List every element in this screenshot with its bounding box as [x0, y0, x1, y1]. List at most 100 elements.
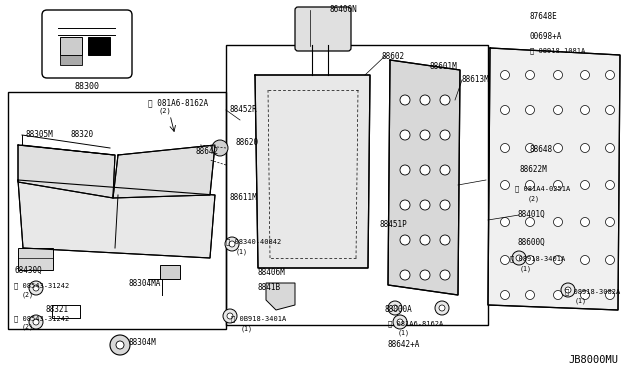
Bar	[60, 55, 82, 65]
Text: 88613M: 88613M	[462, 75, 490, 84]
Bar	[8, 92, 226, 329]
Bar	[18, 248, 53, 270]
Circle shape	[554, 106, 563, 115]
Circle shape	[500, 256, 509, 264]
Text: 68430Q: 68430Q	[14, 266, 42, 275]
Text: Ⓑ 081A4-0251A: Ⓑ 081A4-0251A	[515, 185, 570, 192]
Text: 88648: 88648	[530, 145, 553, 154]
Text: (2): (2)	[22, 324, 34, 330]
Circle shape	[420, 270, 430, 280]
Circle shape	[500, 106, 509, 115]
Polygon shape	[266, 283, 295, 310]
Circle shape	[605, 106, 614, 115]
Circle shape	[605, 256, 614, 264]
Text: 88642: 88642	[196, 147, 219, 156]
Text: (2): (2)	[22, 291, 34, 298]
Text: (1): (1)	[575, 298, 587, 305]
Text: (2): (2)	[528, 195, 540, 202]
Text: Ⓑ 081A6-8162A: Ⓑ 081A6-8162A	[148, 98, 208, 107]
Circle shape	[580, 180, 589, 189]
Bar	[60, 37, 82, 55]
Circle shape	[227, 313, 233, 319]
Circle shape	[580, 71, 589, 80]
Text: 88451P: 88451P	[380, 220, 408, 229]
Circle shape	[400, 235, 410, 245]
Circle shape	[29, 281, 43, 295]
Circle shape	[116, 341, 124, 349]
Circle shape	[554, 256, 563, 264]
Text: JB8000MU: JB8000MU	[568, 355, 618, 365]
Bar	[160, 265, 180, 279]
Circle shape	[500, 71, 509, 80]
Text: (2): (2)	[158, 107, 171, 113]
Circle shape	[420, 165, 430, 175]
Circle shape	[605, 71, 614, 80]
Circle shape	[512, 251, 526, 265]
Text: Ⓝ 08918-1081A: Ⓝ 08918-1081A	[530, 47, 585, 54]
Circle shape	[605, 144, 614, 153]
Text: (1): (1)	[398, 330, 410, 337]
Circle shape	[440, 165, 450, 175]
Circle shape	[440, 200, 450, 210]
Circle shape	[580, 144, 589, 153]
Circle shape	[580, 218, 589, 227]
Circle shape	[500, 180, 509, 189]
Circle shape	[212, 140, 228, 156]
Text: 88300: 88300	[74, 82, 99, 91]
Polygon shape	[488, 48, 620, 310]
Text: Ⓝ 08918-3082A: Ⓝ 08918-3082A	[565, 288, 620, 295]
Circle shape	[400, 270, 410, 280]
Text: (1): (1)	[241, 325, 253, 331]
Text: (1): (1)	[520, 265, 532, 272]
Circle shape	[400, 130, 410, 140]
Text: 86400N: 86400N	[330, 5, 358, 14]
Circle shape	[440, 130, 450, 140]
Circle shape	[580, 256, 589, 264]
Circle shape	[580, 291, 589, 299]
Text: 88601M: 88601M	[430, 62, 458, 71]
Circle shape	[500, 144, 509, 153]
Bar	[226, 45, 488, 325]
Text: 87648E: 87648E	[530, 12, 557, 21]
Text: 88622M: 88622M	[520, 165, 548, 174]
Circle shape	[440, 235, 450, 245]
Circle shape	[435, 301, 449, 315]
Circle shape	[440, 270, 450, 280]
Bar	[88, 37, 110, 55]
Text: 88000A: 88000A	[385, 305, 413, 314]
Circle shape	[420, 235, 430, 245]
Circle shape	[525, 106, 534, 115]
Circle shape	[554, 218, 563, 227]
Circle shape	[29, 315, 43, 329]
Circle shape	[229, 241, 235, 247]
Circle shape	[400, 95, 410, 105]
Circle shape	[420, 95, 430, 105]
Polygon shape	[18, 145, 115, 198]
Circle shape	[554, 291, 563, 299]
Circle shape	[554, 180, 563, 189]
Circle shape	[225, 237, 239, 251]
Circle shape	[392, 305, 398, 311]
Text: 88321: 88321	[45, 305, 68, 314]
Circle shape	[605, 218, 614, 227]
Circle shape	[439, 305, 445, 311]
Text: Ⓢ 08543-31242: Ⓢ 08543-31242	[14, 282, 69, 289]
Text: 88406M: 88406M	[258, 268, 285, 277]
Text: 88602: 88602	[382, 52, 405, 61]
Text: Ⓢ 08340-40842: Ⓢ 08340-40842	[226, 238, 281, 245]
Polygon shape	[255, 75, 370, 268]
Text: 88642+A: 88642+A	[388, 340, 420, 349]
Circle shape	[554, 144, 563, 153]
Text: 88401Q: 88401Q	[518, 210, 546, 219]
Circle shape	[33, 319, 39, 325]
Circle shape	[420, 130, 430, 140]
Circle shape	[565, 287, 571, 293]
Text: 88600Q: 88600Q	[518, 238, 546, 247]
Text: Ⓝ 0B918-3401A: Ⓝ 0B918-3401A	[231, 315, 286, 322]
Text: 88320: 88320	[70, 130, 93, 139]
Text: 8841B: 8841B	[258, 283, 281, 292]
Polygon shape	[113, 145, 215, 198]
Text: 00698+A: 00698+A	[530, 32, 563, 41]
Circle shape	[223, 309, 237, 323]
Circle shape	[580, 106, 589, 115]
